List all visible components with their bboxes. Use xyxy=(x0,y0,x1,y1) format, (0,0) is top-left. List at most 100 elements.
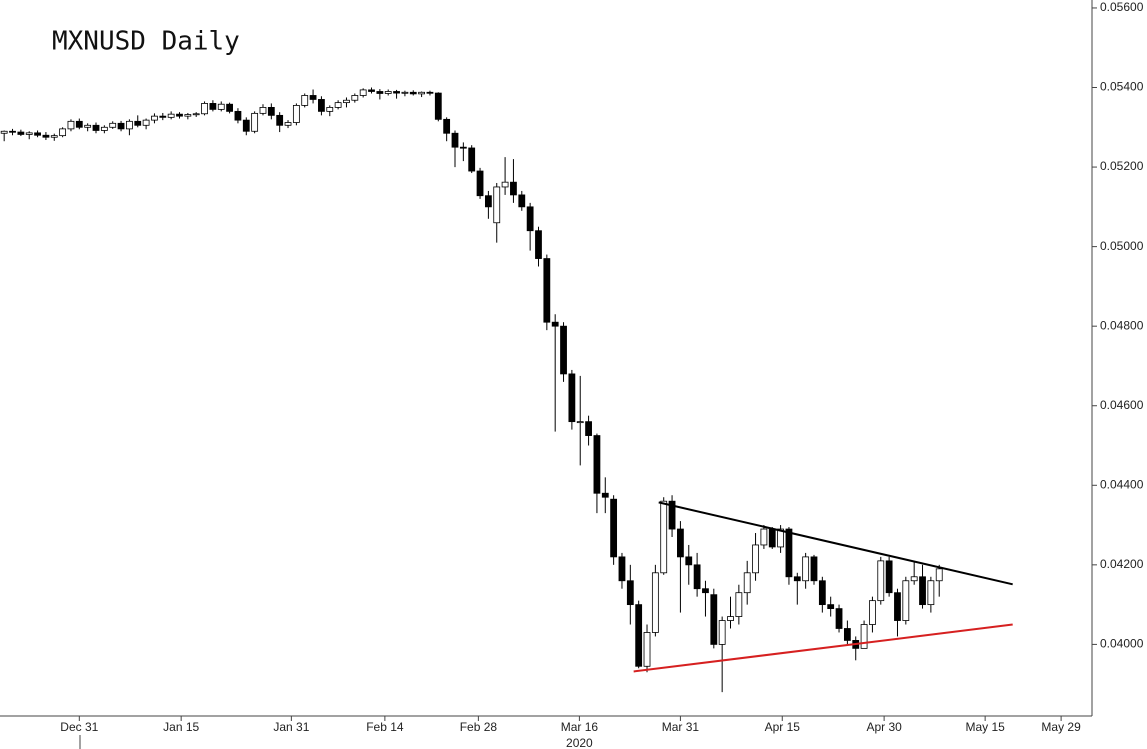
candle-body xyxy=(418,91,426,95)
candle-body xyxy=(860,624,868,649)
candle-body xyxy=(409,91,417,95)
candle-body xyxy=(443,118,451,134)
x-tick-label: Mar 31 xyxy=(662,720,700,734)
candle-body xyxy=(702,588,709,594)
candle-body xyxy=(618,556,626,582)
candle-body xyxy=(935,568,943,582)
candle-body xyxy=(902,580,910,621)
candle-body xyxy=(209,103,217,110)
candle-body xyxy=(351,95,359,101)
candle-body xyxy=(727,616,734,621)
candle-body xyxy=(343,99,350,104)
candle-body xyxy=(576,421,584,424)
candle-body xyxy=(151,115,158,121)
x-tick-label: Dec 31 xyxy=(60,720,98,734)
candle-body xyxy=(0,130,8,134)
y-tick-label: 0.05600 xyxy=(1100,0,1144,14)
candle-body xyxy=(326,107,334,112)
x-tick-label: May 15 xyxy=(965,720,1005,734)
candle-body xyxy=(743,572,751,594)
year-label: 2020 xyxy=(566,736,593,749)
candle-body xyxy=(468,147,476,172)
candle-body xyxy=(42,134,50,138)
candle-body xyxy=(401,91,409,94)
candle-body xyxy=(251,112,259,132)
candle-body xyxy=(50,135,58,138)
candle-body xyxy=(543,258,551,323)
candle-body xyxy=(818,580,826,606)
candle-body xyxy=(484,195,492,208)
candle-body xyxy=(17,131,25,135)
candle-body xyxy=(518,194,526,208)
candle-body xyxy=(284,122,292,126)
candle-body xyxy=(835,608,843,629)
candle-body xyxy=(459,146,467,149)
candle-body xyxy=(75,120,83,128)
candle-body xyxy=(142,119,150,126)
candle-body xyxy=(843,628,851,641)
candle-body xyxy=(25,132,33,135)
trendline xyxy=(633,623,1013,673)
candle-body xyxy=(626,580,634,606)
chart-title: MXNUSD Daily xyxy=(52,27,240,57)
candle-body xyxy=(777,528,784,548)
candle-body xyxy=(768,528,776,548)
x-tick-label: May 29 xyxy=(1041,720,1081,734)
candle-body xyxy=(34,132,41,136)
candle-body xyxy=(384,91,392,94)
x-tick-label: Mar 16 xyxy=(561,720,599,734)
candle-body xyxy=(476,170,484,197)
candle-body xyxy=(184,114,192,117)
candle-body xyxy=(334,102,342,108)
candle-body xyxy=(493,186,501,224)
candle-body xyxy=(585,421,592,436)
candle-body xyxy=(635,604,643,667)
y-tick-label: 0.04800 xyxy=(1100,318,1144,332)
candle-body xyxy=(693,564,701,590)
candle-body xyxy=(259,107,267,114)
y-tick-label: 0.05200 xyxy=(1100,159,1144,173)
candle-body xyxy=(501,181,509,188)
candle-body xyxy=(67,120,75,130)
candle-body xyxy=(827,604,835,609)
y-tick-label: 0.04600 xyxy=(1100,398,1144,412)
candle-body xyxy=(301,95,309,106)
candle-body xyxy=(894,592,901,621)
candle-body xyxy=(919,576,926,606)
candle-body xyxy=(426,91,434,94)
candle-body xyxy=(551,321,559,327)
candle-body xyxy=(434,92,442,120)
y-tick-label: 0.04400 xyxy=(1100,477,1144,491)
candle-body xyxy=(393,91,400,94)
candle-body xyxy=(560,325,567,375)
candle-body xyxy=(359,89,367,96)
candle-body xyxy=(9,130,16,133)
candle-body xyxy=(117,122,125,130)
candle-body xyxy=(885,560,893,594)
candle-body xyxy=(176,113,183,117)
candle-body xyxy=(760,528,768,546)
candle-body xyxy=(568,373,576,423)
candle-body xyxy=(159,115,167,118)
candle-body xyxy=(601,492,609,498)
y-tick-label: 0.04200 xyxy=(1100,557,1144,571)
candle-body xyxy=(651,572,659,633)
x-tick-label: Feb 14 xyxy=(366,720,404,734)
candle-body xyxy=(109,122,117,128)
x-tick-label: Feb 28 xyxy=(460,720,498,734)
candle-body xyxy=(735,592,743,617)
candle-body xyxy=(802,556,810,582)
candle-body xyxy=(201,103,208,115)
candle-body xyxy=(610,498,618,558)
candle-body xyxy=(785,528,793,578)
trendline xyxy=(658,501,1013,586)
candle-body xyxy=(376,91,384,94)
candle-body xyxy=(234,110,242,121)
candle-body xyxy=(718,620,726,645)
candle-body xyxy=(318,99,325,112)
candle-body xyxy=(535,230,542,259)
candle-body xyxy=(877,560,885,602)
candle-body xyxy=(100,126,108,131)
